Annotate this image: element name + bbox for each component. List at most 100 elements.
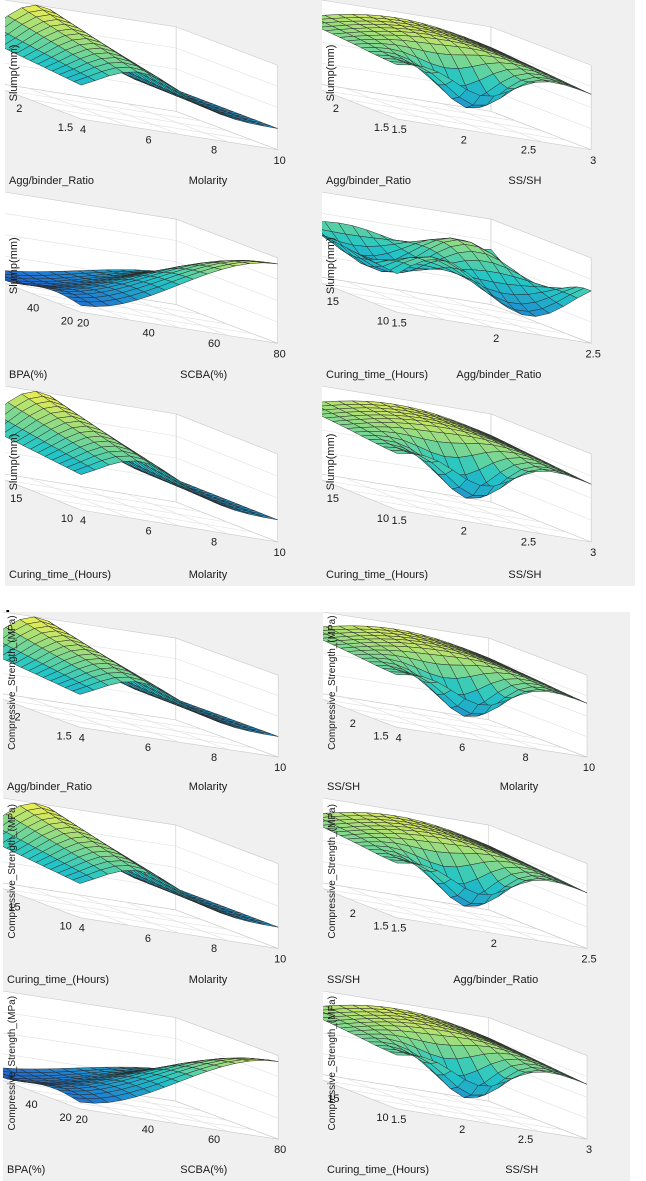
z-axis-label: Compressive_Strength_(MPa) (327, 804, 338, 939)
x-axis-label: SS/SH (505, 1164, 538, 1176)
x-tick-label: 1.5 (391, 317, 406, 329)
x-tick-label: 6 (146, 526, 152, 538)
y-tick-label: 15 (327, 1093, 339, 1105)
x-tick-label: 2 (461, 134, 467, 146)
x-tick-label: 4 (80, 124, 86, 136)
x-axis-label: SCBA(%) (180, 369, 227, 381)
y-tick-label: 1.5 (57, 730, 72, 742)
y-tick-label: 15 (327, 493, 339, 505)
surface-plot-b-5: 403020108060402020406080Compressive_Stre… (3, 991, 323, 1181)
surface-plot-b-4: 2520151032.521.51.522.5Compressive_Stren… (323, 798, 630, 991)
x-tick-label: 4 (396, 732, 402, 744)
x-tick-label: 3 (586, 1144, 592, 1156)
z-axis-label: Slump(mm) (325, 237, 337, 294)
x-tick-label: 2.5 (518, 1134, 533, 1146)
x-tick-label: 2.5 (521, 536, 536, 548)
x-axis-label: Agg/binder_Ratio (456, 369, 541, 381)
surface-cell (256, 921, 279, 928)
surface-plot-b-1: 252015102.521.546810Compressive_Strength… (3, 612, 323, 798)
z-axis-label: Compressive_Strength_(MPa) (327, 996, 338, 1130)
y-axis-label: SS/SH (327, 974, 360, 986)
surface-plot-a-6: 200150100502015101.522.53Slump(mm)Curing… (322, 386, 635, 586)
x-tick-label: 8 (211, 536, 217, 548)
surface-cell (569, 287, 592, 299)
z-axis-label: Slump(mm) (325, 434, 337, 491)
surface-plot-a-5: 20015010020151046810Slump(mm)Curing_time… (5, 386, 322, 586)
y-tick-label: 15 (10, 493, 22, 505)
y-tick-label: 15 (8, 901, 20, 913)
x-tick-label: 60 (208, 1134, 220, 1146)
y-axis-label: Agg/binder_Ratio (326, 175, 411, 187)
x-axis-label: Molarity (189, 175, 228, 187)
surface-cell (256, 261, 278, 265)
surface-plot-b-2: 2520151032.521.546810Compressive_Strengt… (323, 612, 630, 798)
x-tick-label: 10 (274, 954, 286, 966)
surface-cell (3, 830, 7, 835)
surface-cell (5, 419, 9, 424)
z-axis-label: Compressive_Strength_(MPa) (327, 615, 338, 750)
x-tick-label: 10 (273, 155, 285, 167)
y-axis-label: Curing_time_(Hours) (9, 569, 111, 581)
x-axis-label: SCBA(%) (180, 1164, 227, 1176)
x-tick-label: 1.5 (391, 923, 406, 935)
y-axis-label: BPA(%) (9, 369, 47, 381)
x-axis-label: Molarity (189, 569, 228, 581)
x-tick-label: 20 (76, 1114, 88, 1126)
surface-plot-b-3: 3025201520151046810Compressive_Strength_… (3, 798, 323, 991)
surface-svg: 200150100502015101.522.53Slump(mm)Curing… (322, 386, 596, 581)
x-tick-label: 4 (80, 515, 86, 527)
y-tick-label: 1.5 (373, 921, 388, 933)
x-tick-label: 4 (79, 923, 85, 935)
y-tick-label: 20 (61, 315, 73, 327)
z-axis-label: Compressive_Strength_(MPa) (7, 615, 18, 750)
y-tick-label: 2 (16, 103, 22, 115)
x-tick-label: 8 (211, 145, 217, 157)
surface-cell (566, 1075, 588, 1085)
x-tick-label: 3 (590, 155, 596, 167)
surface-cell (256, 1058, 279, 1062)
surface-svg: 150100502.521.51.522.53Slump(mm)Agg/bind… (322, 0, 596, 187)
y-tick-label: 10 (376, 1112, 388, 1124)
y-tick-label: 2 (350, 908, 356, 920)
surface-plot-b-6: 30252015102015101.522.53Compressive_Stre… (323, 991, 630, 1181)
x-tick-label: 1.5 (391, 1114, 406, 1126)
y-tick-label: 10 (61, 513, 73, 525)
y-tick-label: 40 (25, 1099, 37, 1111)
x-axis-label: SS/SH (508, 175, 541, 187)
x-axis-label: Molarity (500, 781, 539, 793)
surface-cell (3, 643, 7, 648)
y-tick-label: 1.5 (374, 122, 389, 134)
surface-cell (256, 731, 279, 737)
surface-cell (570, 85, 592, 95)
surface-plot-a-2: 150100502.521.51.522.53Slump(mm)Agg/bind… (322, 0, 635, 192)
surface-svg: 2001501002015101.522.5Slump(mm)Curing_ti… (322, 192, 601, 381)
surface-cell (570, 475, 592, 485)
x-tick-label: 40 (142, 1124, 154, 1136)
y-tick-label: 10 (60, 921, 72, 933)
x-tick-label: 2 (459, 1124, 465, 1136)
x-tick-label: 4 (79, 732, 85, 744)
y-tick-label: 2 (350, 718, 356, 730)
surface-plot-a-3: 250200150100508060402020406080Slump(mm)B… (5, 192, 322, 386)
x-tick-label: 8 (523, 752, 529, 764)
surface-svg: 2520151032.521.51.522.5Compressive_Stren… (323, 798, 597, 986)
x-tick-label: 1.5 (391, 515, 406, 527)
surface-svg: 252015102.521.546810Compressive_Strength… (3, 612, 286, 793)
surface-svg: 250200150100508060402020406080Slump(mm)B… (5, 192, 286, 381)
y-tick-label: 10 (377, 315, 389, 327)
x-tick-label: 1.5 (391, 124, 406, 136)
x-tick-label: 80 (273, 348, 285, 360)
y-tick-label: 2 (333, 103, 339, 115)
y-axis-label: SS/SH (327, 781, 360, 793)
x-tick-label: 6 (145, 933, 151, 945)
y-tick-label: 40 (27, 302, 39, 314)
surface-svg: 200150100502.521.546810Slump(mm)Agg/bind… (5, 0, 286, 187)
surface-cell (256, 122, 278, 129)
x-axis-label: Molarity (189, 974, 228, 986)
surface-svg: 403020108060402020406080Compressive_Stre… (3, 991, 286, 1176)
surface-cell (566, 884, 588, 894)
y-axis-label: Agg/binder_Ratio (9, 175, 94, 187)
surface-svg: 20015010020151046810Slump(mm)Curing_time… (5, 386, 286, 581)
x-tick-label: 6 (459, 742, 465, 754)
surface-plot-a-4: 2001501002015101.522.5Slump(mm)Curing_ti… (322, 192, 635, 386)
